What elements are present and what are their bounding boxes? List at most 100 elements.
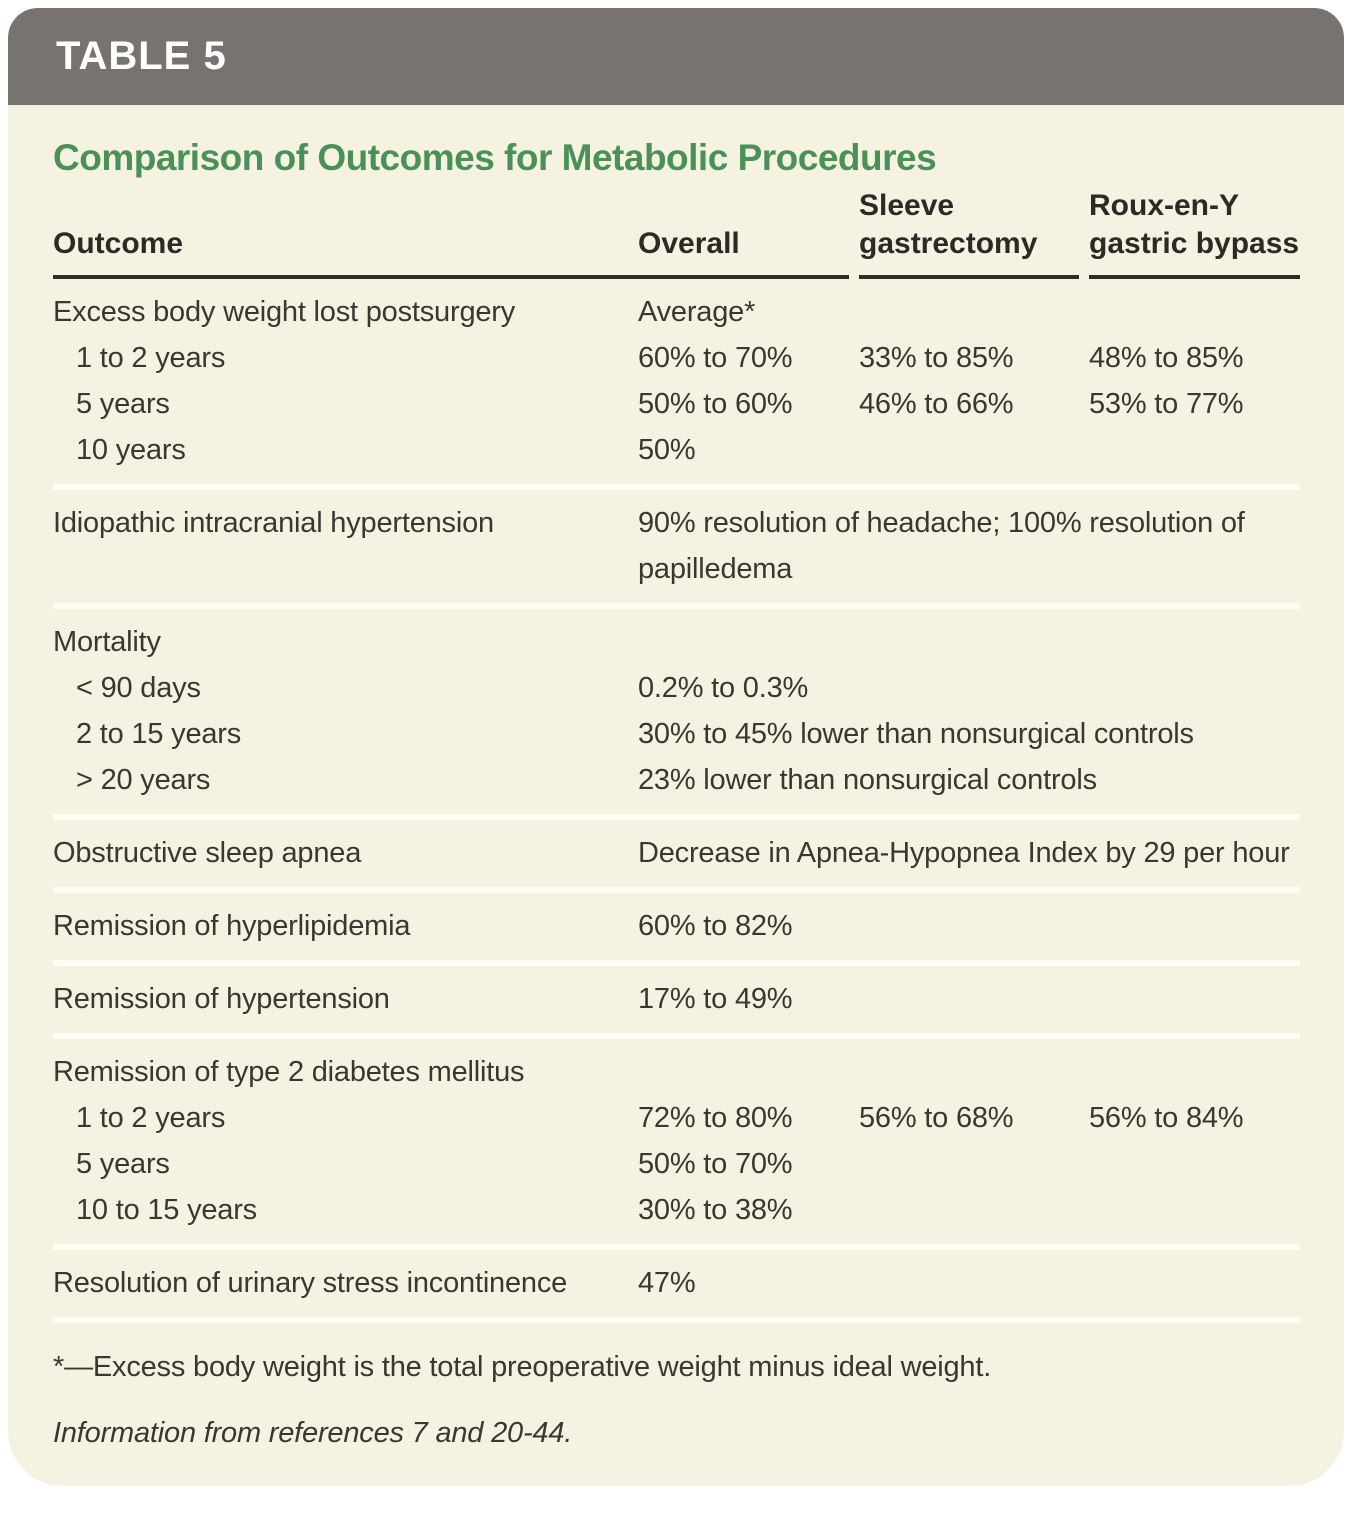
- value-cell-span: Decrease in Apnea-Hypopnea Index by 29 p…: [638, 837, 1290, 869]
- table-tag: TABLE 5: [56, 34, 227, 78]
- outcome-cell: Remission of type 2 diabetes mellitus: [53, 1056, 525, 1088]
- table-row: 10 to 15 years 30% to 38%: [53, 1187, 1300, 1233]
- column-header-sleeve-gastrectomy: Sleeve gastrectomy: [859, 189, 1038, 260]
- table-row: Mortality: [53, 619, 1300, 665]
- value-cell-sleeve: [859, 903, 1079, 949]
- table-row: > 20 years 23% lower than nonsurgical con…: [53, 757, 1300, 803]
- table-row: 5 years 50% to 70%: [53, 1141, 1300, 1187]
- value-cell-overall: 30% to 38%: [638, 1194, 793, 1226]
- value-cell-roux: [1089, 1260, 1300, 1306]
- outcome-cell: < 90 days: [76, 672, 201, 704]
- value-cell-sleeve: [859, 427, 1079, 473]
- table-title: Comparison of Outcomes for Metabolic Pro…: [53, 137, 937, 178]
- table-row: 10 years 50%: [53, 427, 1300, 473]
- value-cell-span: 0.2% to 0.3%: [638, 672, 809, 704]
- value-cell-overall: 50% to 60%: [638, 388, 793, 420]
- value-cell-span: 90% resolution of headache; 100% resolut…: [638, 507, 1245, 585]
- table-row: 5 years 50% to 60% 46% to 66% 53% to 77%: [53, 381, 1300, 427]
- column-header-outcome: Outcome: [53, 226, 184, 260]
- table-footnotes: *—Excess body weight is the total preope…: [53, 1317, 1300, 1452]
- value-cell-overall: 60% to 70%: [638, 342, 793, 374]
- footnote-asterisk: *—Excess body weight is the total preope…: [53, 1351, 992, 1383]
- value-cell-sleeve: 33% to 85%: [859, 342, 1014, 374]
- value-cell-overall: [638, 619, 849, 665]
- value-cell-overall: 47%: [638, 1267, 696, 1299]
- value-cell-sleeve: [859, 976, 1079, 1022]
- outcome-cell: 2 to 15 years: [76, 718, 242, 750]
- header-rule-segment: [53, 275, 849, 279]
- value-cell-roux: [1089, 427, 1300, 473]
- value-cell-overall: Average*: [638, 296, 756, 328]
- value-cell-span: 30% to 45% lower than nonsurgical contro…: [638, 718, 1194, 750]
- table-row: Remission of hypertension 17% to 49%: [53, 976, 1300, 1022]
- footnote-source: Information from references 7 and 20-44.: [53, 1416, 573, 1449]
- outcome-cell: 5 years: [76, 1148, 170, 1180]
- value-cell-sleeve: [859, 1260, 1079, 1306]
- value-cell-overall: 60% to 82%: [638, 910, 793, 942]
- table-row-group: Mortality < 90 days 0.2% to 0.3% 2 to 15 ye…: [53, 603, 1300, 814]
- table-row: Resolution of urinary stress incontinenc…: [53, 1260, 1300, 1306]
- outcome-cell: 1 to 2 years: [76, 342, 226, 374]
- value-cell-roux: 48% to 85%: [1089, 342, 1244, 374]
- value-cell-roux: 53% to 77%: [1089, 388, 1244, 420]
- table-row-group: Remission of hyperlipidemia 60% to 82%: [53, 887, 1300, 960]
- table-card: TABLE 5 Comparison of Outcomes for Metab…: [8, 8, 1344, 1487]
- value-cell-roux: [1089, 976, 1300, 1022]
- value-cell-overall: 17% to 49%: [638, 983, 793, 1015]
- value-cell-roux: 56% to 84%: [1089, 1102, 1244, 1134]
- column-header-roux-en-y: Roux-en-Y gastric bypass: [1089, 189, 1300, 260]
- table-row: 1 to 2 years 72% to 80% 56% to 68% 56% to 8…: [53, 1095, 1300, 1141]
- table-row-group: Remission of hypertension 17% to 49%: [53, 960, 1300, 1033]
- value-cell-roux: [1089, 1049, 1300, 1095]
- header-rule-segment: [1089, 275, 1300, 279]
- table-row: Idiopathic intracranial hypertension 90% …: [53, 500, 1300, 592]
- value-cell-roux: [1089, 289, 1300, 335]
- column-header-overall: Overall: [638, 226, 740, 260]
- outcome-cell: 5 years: [76, 388, 170, 420]
- header-rule: [53, 275, 1300, 279]
- outcome-cell: 10 years: [76, 434, 186, 466]
- table-row: 2 to 15 years 30% to 45% lower than nonsu…: [53, 711, 1300, 757]
- outcome-cell: Mortality: [53, 626, 161, 658]
- value-cell-overall: 50%: [638, 434, 696, 466]
- value-cell-roux: [1089, 903, 1300, 949]
- table-row: Obstructive sleep apnea Decrease in Apnea…: [53, 830, 1300, 876]
- value-cell-overall: 50% to 70%: [638, 1148, 793, 1180]
- table-row-group: Remission of type 2 diabetes mellitus 1 t…: [53, 1033, 1300, 1244]
- outcome-cell: > 20 years: [76, 764, 211, 796]
- table-row: Remission of type 2 diabetes mellitus: [53, 1049, 1300, 1095]
- value-cell-sleeve: [859, 289, 1079, 335]
- outcome-cell: 1 to 2 years: [76, 1102, 226, 1134]
- table-row: 1 to 2 years 60% to 70% 33% to 85% 48% to 8…: [53, 335, 1300, 381]
- header-rule-segment: [859, 275, 1079, 279]
- value-cell-sleeve: 46% to 66%: [859, 388, 1014, 420]
- table-row-group: Idiopathic intracranial hypertension 90% …: [53, 484, 1300, 603]
- value-cell-overall: [638, 1049, 849, 1095]
- table-header-row: Outcome Overall Sleeve gastrectomy Roux-…: [53, 179, 1300, 275]
- table-panel: Comparison of Outcomes for Metabolic Pro…: [8, 137, 1344, 1486]
- value-cell-span: 23% lower than nonsurgical controls: [638, 764, 1097, 796]
- table-tag-bar: TABLE 5: [8, 8, 1344, 105]
- value-cell-sleeve: 56% to 68%: [859, 1102, 1014, 1134]
- table-row: < 90 days 0.2% to 0.3%: [53, 665, 1300, 711]
- value-cell-roux: [1089, 1141, 1300, 1187]
- outcome-cell: Idiopathic intracranial hypertension: [53, 507, 494, 539]
- value-cell-overall: 72% to 80%: [638, 1102, 793, 1134]
- value-cell-sleeve: [859, 1187, 1079, 1233]
- value-cell-roux: [1089, 619, 1300, 665]
- value-cell-roux: [1089, 1187, 1300, 1233]
- value-cell-sleeve: [859, 619, 1079, 665]
- table-body: Excess body weight lost postsurgery Avera…: [53, 279, 1300, 1317]
- table-row: Excess body weight lost postsurgery Avera…: [53, 289, 1300, 335]
- outcome-cell: Excess body weight lost postsurgery: [53, 296, 516, 328]
- outcome-cell: Resolution of urinary stress incontinenc…: [53, 1267, 568, 1299]
- outcome-cell: Remission of hyperlipidemia: [53, 910, 411, 942]
- outcome-cell: Remission of hypertension: [53, 983, 390, 1015]
- table-row-group: Resolution of urinary stress incontinenc…: [53, 1244, 1300, 1317]
- table-row-group: Excess body weight lost postsurgery Avera…: [53, 279, 1300, 484]
- outcome-cell: Obstructive sleep apnea: [53, 837, 362, 869]
- value-cell-sleeve: [859, 1141, 1079, 1187]
- table-row-group: Obstructive sleep apnea Decrease in Apnea…: [53, 814, 1300, 887]
- value-cell-sleeve: [859, 1049, 1079, 1095]
- outcome-cell: 10 to 15 years: [76, 1194, 257, 1226]
